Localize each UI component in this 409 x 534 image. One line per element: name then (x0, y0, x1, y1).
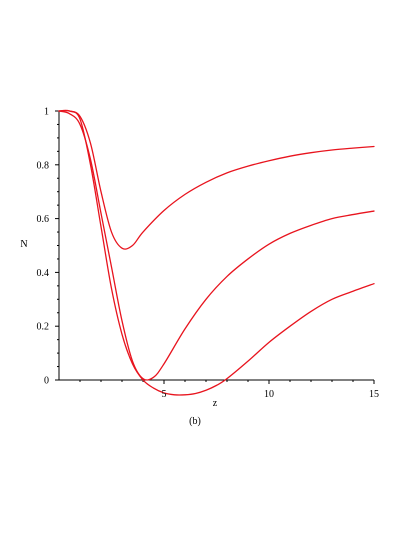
series-line-3 (58, 109, 375, 396)
series-line-1 (58, 109, 375, 250)
x-tick-label: 15 (369, 389, 379, 400)
y-tick-label: 0.2 (37, 322, 50, 333)
y-tick-label: 1 (44, 107, 49, 118)
series-line-2 (58, 110, 375, 381)
series-group (58, 109, 375, 396)
y-tick-label: 0.8 (37, 160, 50, 171)
figure-caption: (b) (189, 416, 201, 427)
x-axis-label: z (213, 398, 218, 409)
axes (55, 110, 375, 384)
y-tick-label: 0 (44, 376, 49, 387)
y-axis-label: N (20, 239, 27, 250)
x-tick-label: 10 (264, 389, 274, 400)
labels: 5 10 15 0 0.2 0.4 0.6 0.8 1 z N (b) (20, 107, 379, 428)
y-tick-label: 0.4 (37, 268, 50, 279)
y-tick-label: 0.6 (37, 214, 50, 225)
x-tick-label: 5 (162, 389, 167, 400)
